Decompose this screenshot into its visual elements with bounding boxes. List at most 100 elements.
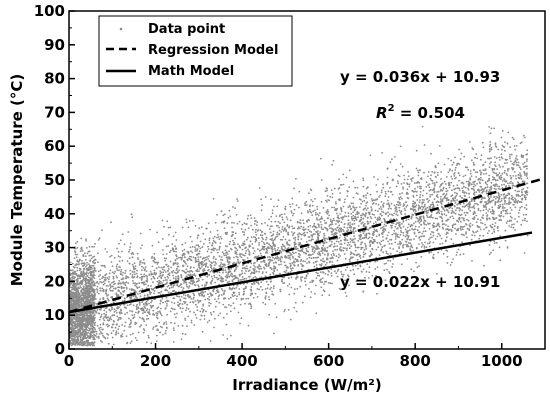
data-point (394, 241, 397, 244)
data-point (128, 262, 131, 265)
data-point (234, 277, 237, 280)
data-point (212, 257, 215, 260)
data-point (331, 193, 334, 195)
data-point (140, 278, 143, 281)
data-point (193, 311, 195, 314)
data-point (397, 243, 399, 246)
data-point (295, 204, 298, 207)
data-point (274, 302, 277, 305)
data-point (139, 316, 141, 319)
data-point (452, 223, 455, 226)
data-point (108, 288, 111, 290)
data-point (347, 206, 350, 209)
data-point (86, 261, 88, 264)
data-point (493, 218, 496, 221)
data-point (261, 288, 264, 291)
data-point (292, 257, 294, 259)
data-point (106, 277, 109, 279)
data-point (217, 236, 220, 238)
data-point (300, 268, 303, 271)
data-point (524, 136, 526, 139)
data-point (97, 270, 100, 273)
data-point (121, 259, 124, 262)
data-point (443, 213, 446, 216)
data-point (320, 216, 323, 218)
data-point (342, 249, 345, 252)
data-point (261, 240, 263, 243)
data-point (476, 230, 479, 233)
data-point (466, 236, 468, 239)
data-point (157, 266, 160, 268)
data-point (339, 192, 341, 195)
data-point (450, 238, 453, 241)
data-point (406, 204, 409, 207)
data-point (219, 236, 222, 238)
data-point (173, 290, 175, 293)
data-point (321, 281, 324, 283)
data-point (209, 231, 212, 233)
data-point (496, 185, 499, 188)
data-point (345, 295, 348, 297)
data-point (94, 328, 96, 331)
data-point (316, 272, 319, 275)
data-point (270, 198, 272, 201)
data-point (162, 253, 165, 256)
data-point (522, 213, 525, 216)
data-point (422, 235, 424, 238)
data-point (498, 195, 501, 198)
data-point (521, 193, 524, 196)
data-point (256, 266, 259, 268)
data-point (137, 307, 140, 310)
data-point (213, 267, 216, 269)
data-point (106, 297, 109, 300)
data-point (181, 307, 184, 310)
data-point (265, 271, 268, 274)
data-point (392, 257, 395, 260)
data-point (436, 217, 439, 220)
data-point (129, 319, 132, 322)
data-point (250, 217, 253, 220)
data-point (506, 162, 508, 164)
data-point (243, 272, 246, 275)
data-point (301, 301, 304, 304)
data-point (142, 312, 144, 315)
data-point (268, 298, 271, 301)
data-point (285, 229, 288, 232)
data-point (165, 253, 168, 255)
data-point (178, 256, 180, 259)
data-point (258, 288, 260, 291)
data-point (319, 221, 322, 223)
data-point (261, 234, 264, 237)
data-point (204, 265, 207, 268)
data-point (257, 229, 260, 232)
data-point (128, 288, 131, 291)
data-point (241, 276, 244, 278)
data-point (163, 257, 166, 260)
data-point (96, 336, 98, 338)
data-point (130, 303, 132, 305)
data-point (352, 202, 354, 205)
data-point (131, 310, 134, 313)
data-point (511, 182, 514, 185)
data-point (338, 220, 341, 222)
data-point (351, 223, 354, 226)
data-point (205, 283, 208, 285)
data-point (375, 248, 378, 251)
data-point (438, 212, 441, 215)
data-point (351, 217, 353, 220)
data-point (329, 244, 332, 247)
data-point (353, 241, 356, 244)
data-point (297, 249, 300, 252)
data-point (525, 190, 528, 192)
data-point (326, 238, 329, 241)
data-point (182, 287, 185, 290)
data-point (433, 182, 436, 184)
data-point (455, 192, 458, 195)
data-point (322, 271, 325, 274)
data-point (410, 180, 413, 182)
data-point (92, 298, 95, 301)
data-point (101, 287, 104, 290)
data-point (315, 211, 317, 214)
data-point (202, 309, 205, 311)
data-point (430, 251, 432, 254)
